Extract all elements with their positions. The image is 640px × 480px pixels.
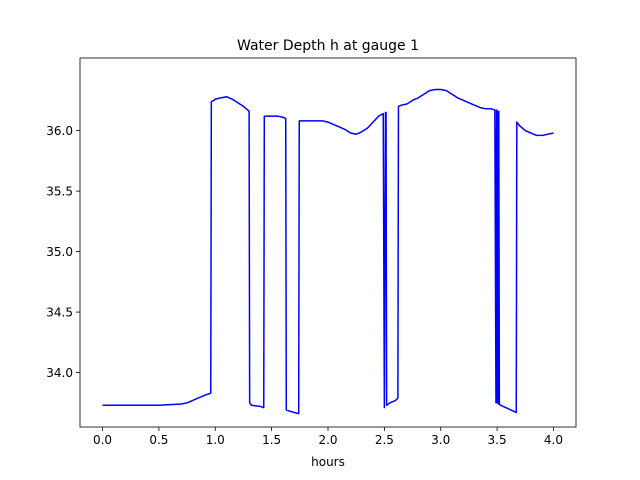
x-axis: 0.0 0.5 1.0 1.5 2.0 2.5 3.0 3.5 4.0: [93, 427, 563, 447]
x-tick-label: 0.5: [149, 433, 168, 447]
x-tick-label: 3.0: [431, 433, 450, 447]
y-tick-label: 35.0: [46, 245, 73, 259]
plot-frame: [79, 57, 577, 428]
chart-title: Water Depth h at gauge 1: [237, 38, 419, 54]
x-tick-label: 4.0: [544, 433, 563, 447]
x-tick-label: 1.0: [206, 433, 225, 447]
x-tick-label: 0.0: [93, 433, 112, 447]
x-tick-label: 1.5: [262, 433, 281, 447]
y-tick-label: 36.0: [46, 124, 73, 138]
x-tick-label: 2.0: [318, 433, 337, 447]
y-tick-label: 34.5: [46, 306, 73, 320]
y-tick-label: 34.0: [46, 366, 73, 380]
series-line-1: [102, 88, 554, 415]
x-tick-label: 2.5: [375, 433, 394, 447]
plot-area: [79, 57, 577, 428]
x-axis-title: hours: [311, 455, 345, 469]
y-axis: 34.0 34.5 35.0 35.5 36.0: [46, 124, 80, 380]
x-tick-label: 3.5: [488, 433, 507, 447]
y-tick-label: 35.5: [46, 185, 73, 199]
